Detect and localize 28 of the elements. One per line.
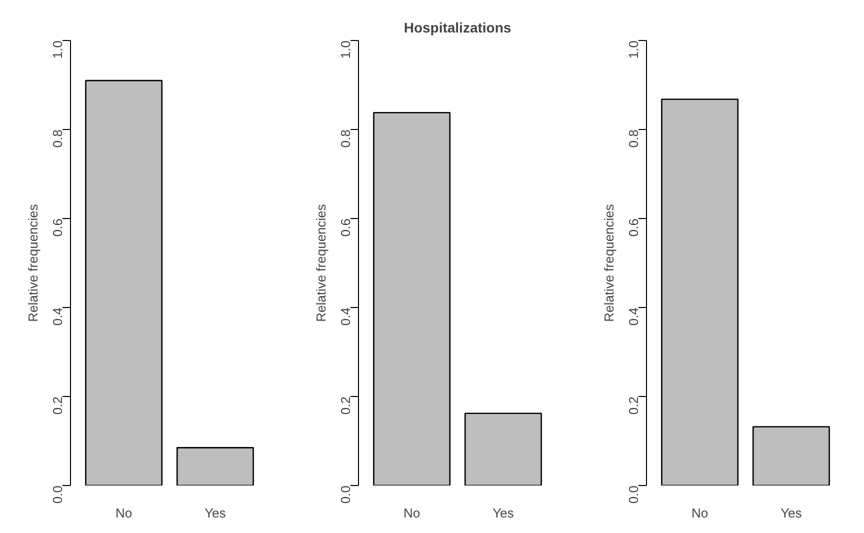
y-tick-label: 1.0 [50, 40, 65, 59]
x-tick-label: No [404, 506, 420, 520]
y-axis-title: Relative frequencies [602, 204, 616, 322]
y-tick-label: 0.6 [338, 218, 353, 237]
y-tick-label: 0.0 [338, 485, 353, 504]
y-tick-label: 0.2 [50, 396, 65, 415]
y-tick-label: 0.4 [50, 307, 65, 326]
x-tick-label: Yes [492, 506, 514, 520]
y-tick-label: 0.2 [338, 396, 353, 415]
y-tick-label: 0.0 [626, 485, 641, 504]
y-tick-label: 0.0 [50, 485, 65, 504]
y-tick-label: 1.0 [338, 40, 353, 59]
x-tick-label: No [692, 506, 708, 520]
y-tick-label: 0.4 [626, 307, 641, 326]
chart-title: Hospitalizations [404, 20, 512, 36]
y-tick-label: 0.6 [626, 218, 641, 237]
y-tick-label: 0.4 [338, 307, 353, 326]
y-tick-label: 0.8 [50, 129, 65, 148]
y-tick-label: 1.0 [626, 40, 641, 59]
y-tick-label: 0.6 [50, 218, 65, 237]
x-tick-label: Yes [780, 506, 802, 520]
y-tick-label: 0.8 [626, 129, 641, 148]
y-axis-title: Relative frequencies [26, 204, 40, 322]
x-tick-label: Yes [204, 506, 226, 520]
x-tick-label: No [116, 506, 132, 520]
y-axis-title: Relative frequencies [314, 204, 328, 322]
y-tick-label: 0.2 [626, 396, 641, 415]
y-tick-label: 0.8 [338, 129, 353, 148]
